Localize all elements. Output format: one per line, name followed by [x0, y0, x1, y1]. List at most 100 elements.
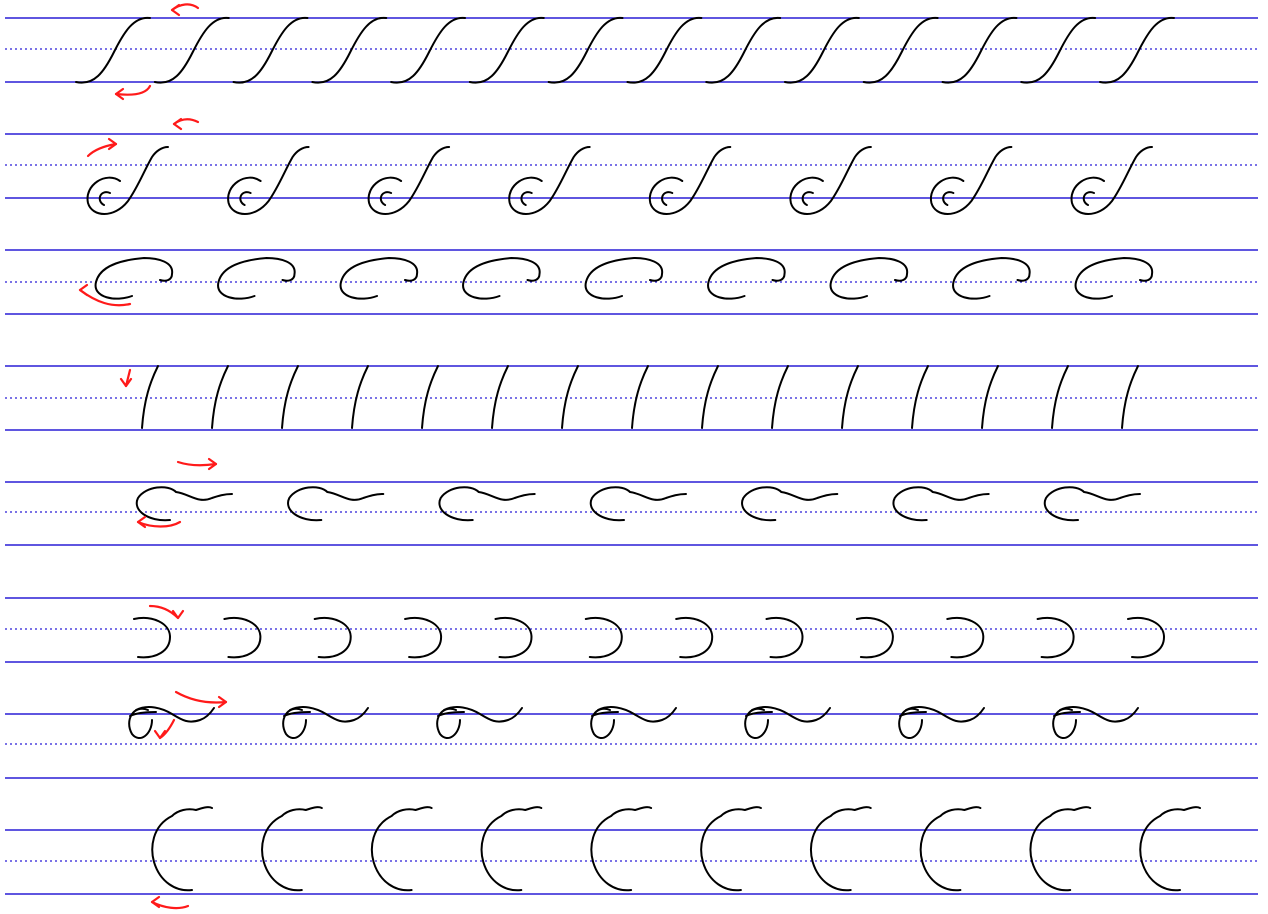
capital-c-curve-stroke [1029, 806, 1092, 892]
arrowhead [153, 729, 167, 740]
capital-c-curve-stroke [919, 806, 982, 892]
loop-s-curve-stroke [86, 146, 169, 215]
oval-curl-stroke [94, 257, 174, 300]
s-curve-stroke [705, 16, 782, 84]
capital-c-curve-stroke [480, 806, 543, 892]
reverse-curve-stroke [404, 617, 443, 659]
arrowhead [170, 3, 181, 17]
c-tilde-stroke [892, 486, 990, 522]
reverse-curve-stroke [133, 617, 171, 659]
reverse-curve-stroke [946, 617, 985, 659]
loop-wave-stroke [590, 706, 677, 739]
s-curve-stroke [153, 16, 230, 84]
reverse-curve-stroke [855, 617, 894, 659]
arrowhead [217, 695, 228, 709]
loop-s-curve-stroke [789, 146, 872, 215]
loop-s-curve-stroke [367, 146, 451, 215]
oval-curl-stroke [829, 257, 909, 300]
practice-strokes [75, 16, 1201, 892]
direction-arrow [176, 460, 218, 467]
oval-curl-stroke [952, 257, 1031, 300]
direction-arrow [174, 690, 228, 704]
loop-s-curve-stroke [930, 146, 1013, 215]
loop-wave-stroke [898, 706, 985, 739]
slant-stroke-stroke [491, 365, 509, 429]
oval-curl-stroke [1074, 257, 1154, 300]
slant-stroke-stroke [981, 365, 999, 429]
oval-curl-stroke [462, 257, 541, 300]
slant-stroke-stroke [421, 365, 439, 429]
slant-stroke-stroke [631, 365, 649, 429]
slant-stroke-stroke [1051, 365, 1069, 429]
arrowhead [150, 895, 161, 909]
arrowhead [119, 377, 133, 388]
s-curve-stroke [232, 16, 309, 84]
c-tilde-stroke [589, 486, 687, 522]
oval-curl-stroke [217, 257, 296, 300]
arrowhead [136, 515, 147, 529]
capital-c-curve-stroke [370, 806, 433, 892]
reverse-curve-stroke [494, 617, 533, 659]
reverse-curve-stroke [223, 617, 262, 659]
arrowhead [172, 117, 183, 131]
loop-wave-stroke [744, 706, 831, 739]
reverse-curve-stroke [1036, 617, 1075, 659]
s-curve-stroke [390, 16, 467, 84]
s-curve-stroke [783, 16, 860, 84]
slant-stroke-stroke [701, 365, 719, 429]
arrowhead [107, 137, 118, 151]
loop-wave-stroke [282, 706, 369, 739]
s-curve-stroke [311, 16, 388, 84]
s-curve-stroke [468, 16, 545, 84]
reverse-curve-stroke [675, 617, 714, 659]
capital-c-curve-stroke [810, 806, 872, 892]
slant-stroke-stroke [561, 365, 579, 429]
c-tilde-stroke [135, 486, 233, 522]
arrowhead [171, 609, 185, 620]
arrowhead [207, 457, 218, 471]
slant-stroke-stroke [211, 365, 229, 429]
slant-stroke-stroke [771, 365, 789, 429]
loop-wave-stroke [1052, 706, 1139, 739]
reverse-curve-stroke [313, 617, 352, 659]
c-tilde-stroke [438, 486, 536, 522]
slant-stroke-stroke [141, 365, 159, 429]
direction-arrows [78, 3, 228, 910]
c-tilde-stroke [287, 486, 385, 522]
reverse-curve-stroke [1127, 617, 1165, 659]
s-curve-stroke [75, 16, 151, 84]
slant-stroke-stroke [351, 365, 369, 429]
s-curve-stroke [1020, 16, 1097, 84]
capital-c-curve-stroke [261, 806, 323, 892]
direction-arrow [86, 142, 118, 158]
slant-stroke-stroke [911, 365, 929, 429]
oval-curl-stroke [584, 257, 664, 300]
oval-curl-stroke [707, 257, 786, 300]
c-tilde-stroke [741, 486, 839, 522]
capital-c-curve-stroke [151, 806, 213, 892]
slant-stroke-stroke [281, 365, 299, 429]
s-curve-stroke [626, 16, 703, 84]
s-curve-stroke [941, 16, 1018, 84]
direction-arrow [114, 84, 152, 96]
loop-s-curve-stroke [648, 146, 732, 215]
arrowhead [78, 283, 89, 297]
loop-wave-stroke [128, 706, 215, 739]
s-curve-stroke [547, 16, 624, 84]
capital-c-curve-stroke [700, 806, 762, 892]
oval-curl-stroke [339, 257, 419, 300]
capital-c-curve-stroke [1139, 806, 1201, 892]
s-curve-stroke [1099, 16, 1175, 84]
loop-s-curve-stroke [1070, 146, 1153, 215]
reverse-curve-stroke [584, 617, 623, 659]
reverse-curve-stroke [765, 617, 804, 659]
arrowhead [114, 87, 125, 101]
s-curve-stroke [862, 16, 939, 84]
slant-stroke-stroke [1121, 365, 1139, 429]
loop-s-curve-stroke [508, 146, 591, 215]
capital-c-curve-stroke [590, 806, 653, 892]
loop-s-curve-stroke [227, 146, 310, 215]
guide-lines [5, 17, 1258, 895]
loop-wave-stroke [436, 706, 523, 739]
